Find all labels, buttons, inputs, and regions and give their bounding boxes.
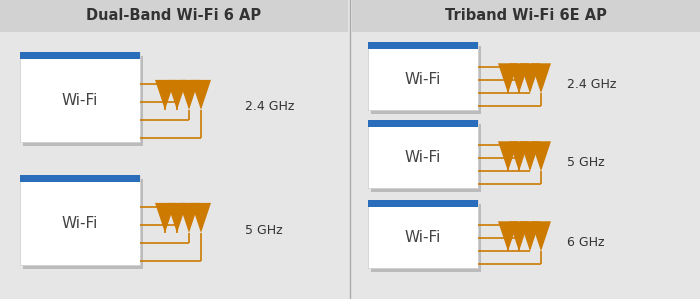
Polygon shape [531,141,551,171]
Bar [368,120,478,127]
Text: Dual-Band Wi-Fi 6 AP: Dual-Band Wi-Fi 6 AP [86,8,262,24]
Polygon shape [498,221,518,251]
Polygon shape [155,203,175,233]
Polygon shape [509,63,529,93]
Text: Wi-Fi: Wi-Fi [62,216,98,231]
Bar [20,175,140,182]
Bar [368,120,478,188]
Text: 5 GHz: 5 GHz [567,155,605,169]
Polygon shape [191,203,211,233]
Bar [368,200,478,207]
Text: Triband Wi-Fi 6E AP: Triband Wi-Fi 6E AP [445,8,607,24]
Bar [20,175,140,265]
Polygon shape [191,80,211,110]
Bar [23,179,143,269]
Polygon shape [167,203,187,233]
Bar [23,56,143,146]
Polygon shape [167,80,187,110]
Text: 2.4 GHz: 2.4 GHz [567,77,617,91]
Text: 5 GHz: 5 GHz [245,223,283,237]
Polygon shape [155,80,175,110]
Text: Wi-Fi: Wi-Fi [405,230,441,245]
Polygon shape [520,221,540,251]
Bar [368,200,478,268]
Polygon shape [509,141,529,171]
Polygon shape [179,203,199,233]
Polygon shape [520,63,540,93]
Bar [368,42,478,110]
Polygon shape [498,63,518,93]
Polygon shape [509,221,529,251]
Polygon shape [498,141,518,171]
Bar [20,52,140,142]
Bar [0,0,348,32]
Bar [371,124,481,192]
Bar [20,52,140,59]
Text: Wi-Fi: Wi-Fi [405,150,441,165]
Polygon shape [531,221,551,251]
Bar [371,204,481,272]
Text: Wi-Fi: Wi-Fi [62,93,98,108]
Polygon shape [520,141,540,171]
Bar [352,0,700,32]
Bar [371,46,481,114]
Text: Wi-Fi: Wi-Fi [405,72,441,87]
Bar [368,42,478,49]
Text: 2.4 GHz: 2.4 GHz [245,100,295,114]
Text: 6 GHz: 6 GHz [567,236,605,248]
Polygon shape [531,63,551,93]
Polygon shape [179,80,199,110]
